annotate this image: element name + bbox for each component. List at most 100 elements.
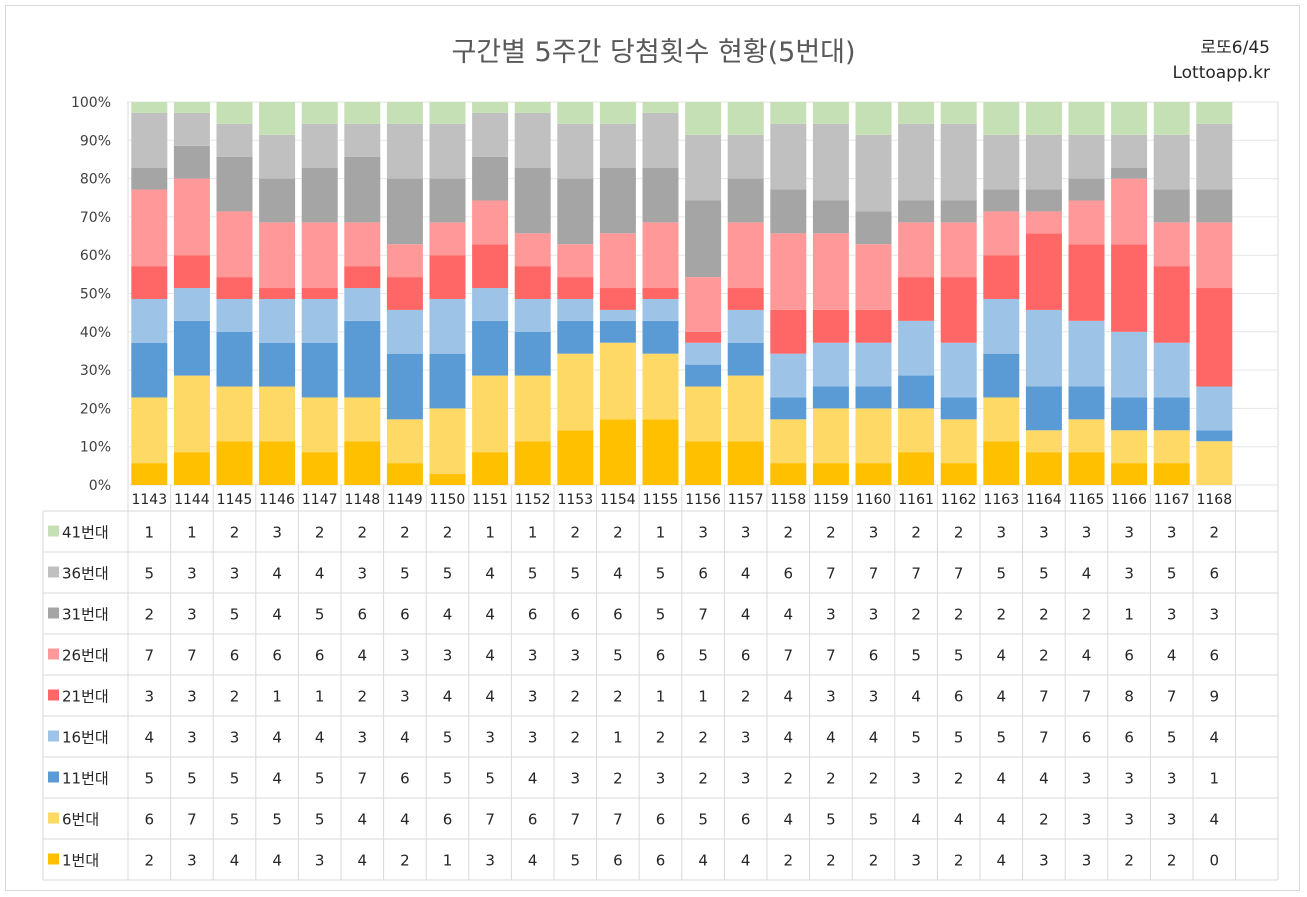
data-table-value: 1 bbox=[315, 688, 325, 706]
legend-key bbox=[48, 771, 59, 783]
data-table-value: 5 bbox=[954, 729, 964, 747]
data-table-value: 6 bbox=[443, 811, 453, 829]
data-table-value: 5 bbox=[400, 565, 410, 583]
bar-segment bbox=[131, 112, 168, 168]
bar-segment bbox=[216, 331, 253, 387]
bar-segment bbox=[173, 178, 210, 256]
data-table-value: 2 bbox=[230, 524, 240, 542]
data-table-value: 2 bbox=[400, 524, 410, 542]
data-table-value: 2 bbox=[784, 852, 794, 870]
data-table-value: 3 bbox=[1210, 606, 1220, 624]
bar-segment bbox=[1111, 167, 1148, 179]
x-tick-label: 1163 bbox=[983, 492, 1019, 508]
data-table-value: 2 bbox=[954, 606, 964, 624]
data-table-value: 3 bbox=[400, 647, 410, 665]
data-table-value: 3 bbox=[1039, 852, 1049, 870]
bar-segment bbox=[642, 167, 679, 223]
bar-segment bbox=[259, 178, 296, 223]
bar-segment bbox=[1068, 452, 1105, 485]
data-table-value: 4 bbox=[741, 606, 751, 624]
data-table-value: 3 bbox=[1167, 770, 1177, 788]
data-table-value: 2 bbox=[954, 524, 964, 542]
bar-segment bbox=[812, 342, 849, 387]
bar-segment bbox=[301, 102, 338, 124]
data-table-value: 4 bbox=[869, 729, 879, 747]
data-table-value: 3 bbox=[1124, 811, 1134, 829]
data-table-value: 4 bbox=[272, 565, 282, 583]
data-table-value: 4 bbox=[485, 647, 495, 665]
x-tick-label: 1145 bbox=[217, 492, 253, 508]
bar-segment bbox=[131, 397, 168, 464]
data-table-value: 2 bbox=[613, 770, 623, 788]
bar-segment bbox=[1153, 102, 1190, 135]
bar-segment bbox=[727, 309, 764, 343]
bar-segment bbox=[344, 123, 381, 157]
data-table-value: 3 bbox=[443, 647, 453, 665]
bar-segment bbox=[386, 463, 423, 485]
data-table-value: 2 bbox=[1039, 811, 1049, 829]
data-table-value: 7 bbox=[698, 606, 708, 624]
bar-segment bbox=[472, 244, 509, 289]
data-table-value: 5 bbox=[656, 565, 666, 583]
data-table-value: 6 bbox=[656, 852, 666, 870]
data-table-value: 7 bbox=[1039, 688, 1049, 706]
bar-segment bbox=[770, 353, 807, 398]
data-table-value: 2 bbox=[613, 688, 623, 706]
bar-segment bbox=[685, 331, 722, 343]
data-table-value: 2 bbox=[571, 688, 581, 706]
bar-segment bbox=[514, 441, 551, 485]
data-table-value: 2 bbox=[698, 770, 708, 788]
bar-segment bbox=[599, 320, 636, 343]
bar-segment bbox=[599, 342, 636, 420]
bar-segment bbox=[259, 134, 296, 179]
data-table-value: 4 bbox=[315, 565, 325, 583]
bar-segment bbox=[1025, 102, 1062, 135]
data-table-value: 3 bbox=[1167, 524, 1177, 542]
data-table-value: 2 bbox=[826, 770, 836, 788]
data-table-value: 3 bbox=[1167, 811, 1177, 829]
x-tick-label: 1164 bbox=[1026, 492, 1062, 508]
bar-segment bbox=[259, 222, 296, 289]
data-table-value: 5 bbox=[230, 606, 240, 624]
data-table-value: 2 bbox=[315, 524, 325, 542]
data-table-value: 2 bbox=[400, 852, 410, 870]
data-table-value: 2 bbox=[784, 770, 794, 788]
bar-segment bbox=[472, 102, 509, 113]
data-table-value: 4 bbox=[997, 852, 1007, 870]
bar-segment bbox=[1025, 386, 1062, 431]
bar-segment bbox=[599, 102, 636, 124]
data-table-value: 5 bbox=[443, 729, 453, 747]
bar-segment bbox=[131, 167, 168, 190]
bar-segment bbox=[216, 441, 253, 485]
bar-segment bbox=[344, 441, 381, 485]
bar-segment bbox=[344, 266, 381, 289]
series-label: 1번대 bbox=[62, 852, 99, 870]
data-table-value: 6 bbox=[400, 606, 410, 624]
data-table-value: 5 bbox=[315, 811, 325, 829]
data-table-value: 4 bbox=[1210, 729, 1220, 747]
bar-segment bbox=[131, 298, 168, 343]
bar-segment bbox=[1068, 419, 1105, 453]
bar-segment bbox=[770, 419, 807, 464]
data-table-value: 1 bbox=[656, 524, 666, 542]
bar-segment bbox=[557, 430, 594, 485]
bar-segment bbox=[1196, 430, 1233, 442]
data-table-value: 4 bbox=[784, 688, 794, 706]
data-table-value: 4 bbox=[698, 852, 708, 870]
bar-segment bbox=[898, 102, 935, 124]
bar-segment bbox=[173, 288, 210, 321]
data-table-value: 4 bbox=[272, 852, 282, 870]
bar-segment bbox=[514, 167, 551, 234]
series-label: 26번대 bbox=[62, 647, 109, 665]
bar-segment bbox=[855, 309, 892, 343]
data-table-value: 2 bbox=[698, 729, 708, 747]
data-table-value: 2 bbox=[358, 688, 368, 706]
bar-segment bbox=[514, 233, 551, 267]
data-table-value: 2 bbox=[1210, 524, 1220, 542]
bar-segment bbox=[344, 222, 381, 267]
series-label: 21번대 bbox=[62, 688, 109, 706]
data-table-value: 1 bbox=[145, 524, 155, 542]
data-table-value: 5 bbox=[187, 770, 197, 788]
data-table-value: 2 bbox=[571, 524, 581, 542]
data-table-value: 0 bbox=[1210, 852, 1220, 870]
